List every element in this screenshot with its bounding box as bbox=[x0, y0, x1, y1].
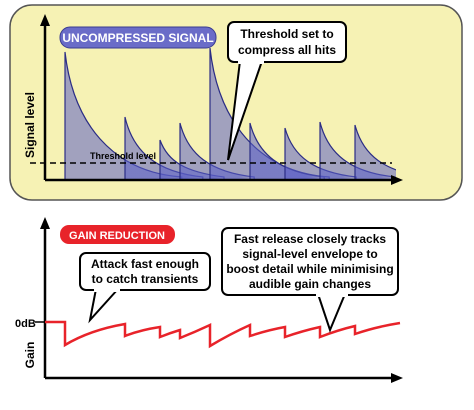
callout-text: Fast release closely tracks bbox=[234, 232, 386, 246]
gain-line bbox=[45, 320, 401, 349]
callout-text: Attack fast enough bbox=[91, 257, 199, 271]
callout-text: signal-level envelope to bbox=[242, 247, 377, 261]
callout-join bbox=[238, 58, 264, 64]
callout-pointer bbox=[88, 288, 119, 324]
callout-text: audible gain changes bbox=[249, 277, 371, 291]
callout-text: to catch transients bbox=[92, 272, 199, 286]
callout-box bbox=[221, 227, 399, 296]
panel-label: UNCOMPRESSED SIGNAL bbox=[62, 31, 213, 45]
y-axis-label: Gain bbox=[23, 342, 37, 369]
label-pill bbox=[60, 225, 175, 244]
arrow bbox=[391, 373, 403, 383]
threshold-label: Threshold level bbox=[90, 151, 156, 161]
arrow bbox=[391, 175, 403, 185]
callout-join bbox=[316, 291, 348, 297]
callout-pointer bbox=[227, 60, 263, 161]
callout-text: compress all hits bbox=[238, 43, 336, 57]
panel-label: GAIN REDUCTION bbox=[69, 230, 165, 242]
arrow bbox=[40, 14, 50, 26]
callout-box bbox=[79, 252, 211, 291]
callout-text: Threshold set to bbox=[240, 27, 333, 41]
zero-label: 0dB bbox=[15, 318, 36, 330]
callout-text: boost detail while minimising bbox=[226, 262, 393, 276]
callout-join bbox=[94, 286, 120, 292]
label-pill bbox=[59, 26, 217, 49]
arrow bbox=[40, 217, 50, 229]
y-axis-label: Signal level bbox=[23, 92, 37, 158]
callout-box bbox=[227, 21, 347, 63]
callout-pointer bbox=[317, 293, 346, 333]
